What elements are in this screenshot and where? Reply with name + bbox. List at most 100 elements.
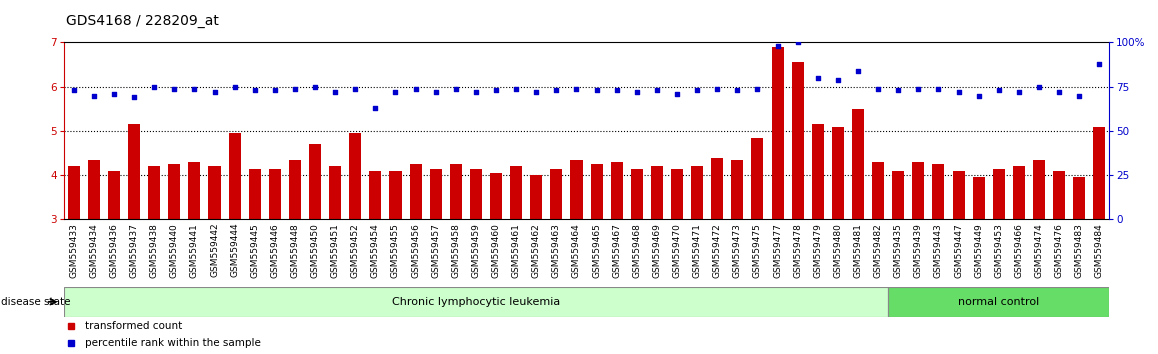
Point — [889, 87, 908, 93]
Bar — [88, 160, 100, 219]
Text: GSM559455: GSM559455 — [391, 223, 400, 278]
Bar — [309, 144, 321, 219]
Bar — [228, 133, 241, 219]
Bar — [1053, 171, 1065, 219]
Point — [668, 91, 687, 97]
Text: GSM559460: GSM559460 — [491, 223, 500, 278]
Text: GSM559445: GSM559445 — [250, 223, 259, 278]
Point — [728, 87, 747, 93]
Text: GSM559476: GSM559476 — [1055, 223, 1063, 278]
Point — [647, 87, 666, 93]
Text: GSM559436: GSM559436 — [110, 223, 118, 278]
Text: GSM559448: GSM559448 — [291, 223, 300, 278]
Bar — [430, 169, 441, 219]
Text: normal control: normal control — [958, 297, 1040, 307]
Point — [950, 89, 968, 95]
Bar — [591, 164, 602, 219]
Point — [587, 87, 606, 93]
Text: GSM559439: GSM559439 — [914, 223, 923, 278]
Text: GSM559458: GSM559458 — [452, 223, 461, 278]
Point — [426, 89, 445, 95]
Point — [306, 84, 324, 90]
Text: GSM559475: GSM559475 — [753, 223, 762, 278]
Point — [166, 86, 184, 91]
Bar — [490, 173, 503, 219]
Point — [85, 93, 103, 98]
Text: GSM559459: GSM559459 — [471, 223, 481, 278]
Bar — [953, 171, 965, 219]
Bar — [108, 171, 120, 219]
Text: GSM559457: GSM559457 — [431, 223, 440, 278]
Point — [789, 40, 807, 45]
Point — [447, 86, 466, 91]
Bar — [913, 162, 924, 219]
Bar — [511, 166, 522, 219]
Point — [567, 86, 586, 91]
Point — [829, 77, 848, 82]
Bar — [389, 171, 402, 219]
Text: percentile rank within the sample: percentile rank within the sample — [85, 338, 261, 348]
Point — [868, 86, 887, 91]
Bar — [208, 166, 220, 219]
Bar — [369, 171, 381, 219]
Text: GSM559441: GSM559441 — [190, 223, 199, 278]
Text: GSM559462: GSM559462 — [532, 223, 541, 278]
Text: GSM559471: GSM559471 — [692, 223, 702, 278]
Point — [366, 105, 384, 111]
Bar — [888, 287, 1109, 317]
Point — [65, 87, 83, 93]
Text: GSM559469: GSM559469 — [652, 223, 661, 278]
Text: GSM559444: GSM559444 — [230, 223, 239, 278]
Point — [185, 86, 204, 91]
Text: GSM559468: GSM559468 — [632, 223, 642, 278]
Text: GSM559473: GSM559473 — [733, 223, 742, 278]
Point — [346, 86, 365, 91]
Point — [1070, 93, 1089, 98]
Text: GSM559470: GSM559470 — [673, 223, 682, 278]
Bar — [872, 162, 885, 219]
Point — [808, 75, 827, 81]
Text: GDS4168 / 228209_at: GDS4168 / 228209_at — [66, 14, 219, 28]
Text: GSM559461: GSM559461 — [512, 223, 521, 278]
Text: GSM559440: GSM559440 — [170, 223, 178, 278]
Text: GSM559483: GSM559483 — [1075, 223, 1084, 278]
Point — [628, 89, 646, 95]
Text: GSM559443: GSM559443 — [935, 223, 943, 278]
Point — [486, 87, 505, 93]
Text: transformed count: transformed count — [85, 321, 182, 331]
Text: GSM559437: GSM559437 — [130, 223, 139, 278]
Text: GSM559454: GSM559454 — [371, 223, 380, 278]
Bar — [752, 138, 763, 219]
Point — [104, 91, 123, 97]
Text: GSM559481: GSM559481 — [853, 223, 863, 278]
Bar — [1073, 177, 1085, 219]
Bar — [550, 169, 563, 219]
Bar — [651, 166, 662, 219]
Bar — [249, 169, 261, 219]
Point — [849, 68, 867, 74]
Point — [608, 87, 626, 93]
Bar — [350, 133, 361, 219]
Point — [547, 87, 565, 93]
Bar — [852, 109, 864, 219]
Text: GSM559472: GSM559472 — [712, 223, 721, 278]
Point — [406, 86, 425, 91]
Text: GSM559447: GSM559447 — [954, 223, 963, 278]
Bar — [189, 162, 200, 219]
Bar — [168, 164, 181, 219]
Point — [265, 87, 284, 93]
Bar — [992, 169, 1005, 219]
Bar — [771, 47, 784, 219]
Text: GSM559450: GSM559450 — [310, 223, 320, 278]
Text: Chronic lymphocytic leukemia: Chronic lymphocytic leukemia — [391, 297, 560, 307]
Text: GSM559442: GSM559442 — [210, 223, 219, 278]
Point — [1029, 84, 1048, 90]
Bar — [812, 124, 823, 219]
Bar — [449, 164, 462, 219]
Text: GSM559452: GSM559452 — [351, 223, 360, 278]
Bar — [670, 169, 683, 219]
Bar — [410, 164, 422, 219]
Point — [1090, 61, 1108, 67]
Text: GSM559466: GSM559466 — [1014, 223, 1024, 278]
Text: GSM559477: GSM559477 — [774, 223, 782, 278]
